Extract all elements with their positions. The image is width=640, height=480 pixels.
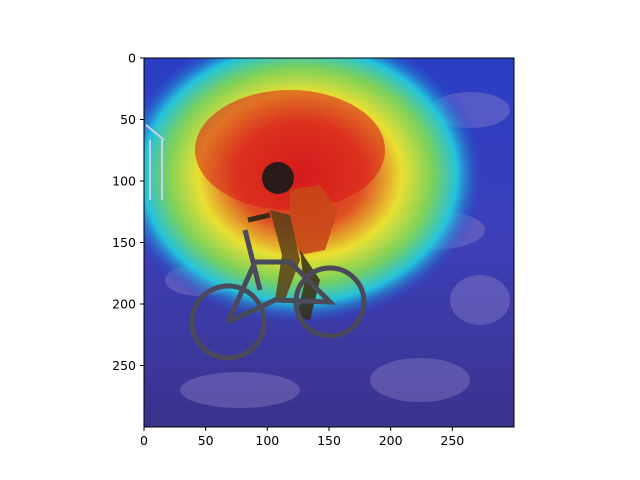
x-tick-label: 100: [255, 433, 279, 448]
x-tick-label: 150: [317, 433, 341, 448]
biker-figure: [247, 162, 338, 320]
bicycle: [189, 229, 367, 361]
y-axis: 0 50 100 150 200 250: [112, 51, 144, 373]
x-tick-label: 250: [440, 433, 464, 448]
heatmap-image: [144, 58, 514, 427]
x-tick-label: 50: [198, 433, 214, 448]
fence-post: [145, 124, 165, 200]
y-tick-label: 50: [120, 112, 136, 127]
y-tick-label: 100: [112, 174, 136, 189]
x-axis: 0 50 100 150 200 250: [140, 427, 464, 448]
x-tick-label: 200: [379, 433, 403, 448]
y-tick-label: 200: [112, 297, 136, 312]
x-tick-label: 0: [140, 433, 148, 448]
y-tick-label: 0: [128, 51, 136, 66]
y-tick-label: 250: [112, 358, 136, 373]
y-tick-label: 150: [112, 235, 136, 250]
